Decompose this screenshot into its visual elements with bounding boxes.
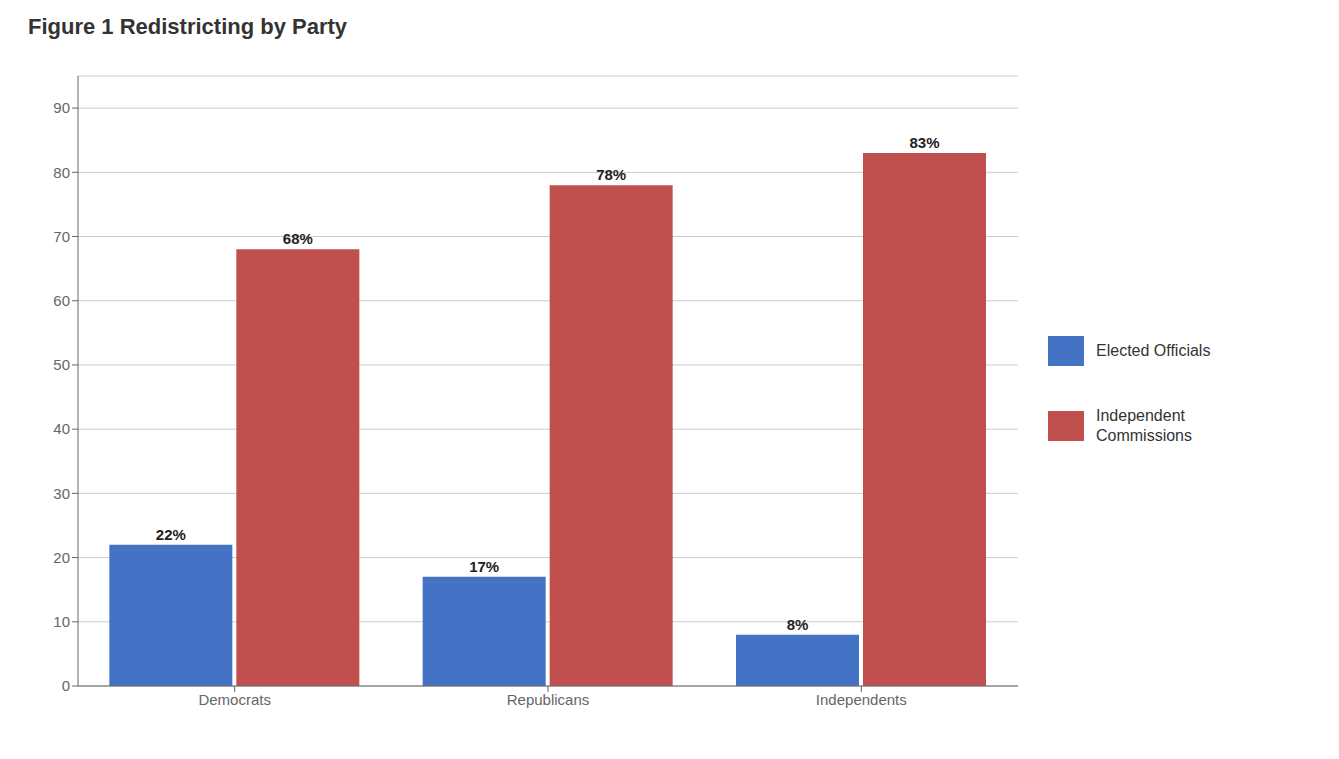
svg-text:Republicans: Republicans [507, 691, 590, 708]
svg-text:10: 10 [53, 613, 70, 630]
svg-text:78%: 78% [596, 166, 626, 183]
svg-text:17%: 17% [469, 558, 499, 575]
html-text:Figure 1 Redistricting by Part: Figure 1 Redistricting by Party [28, 14, 348, 39]
svg-text:Independents: Independents [816, 691, 907, 708]
svg-text:50: 50 [53, 356, 70, 373]
svg-text:0: 0 [62, 677, 70, 694]
svg-text:40: 40 [53, 420, 70, 437]
html-text:Commissions: Commissions [1096, 427, 1192, 444]
html-text:Elected Officials: Elected Officials [1096, 342, 1211, 359]
svg-text:90: 90 [53, 99, 70, 116]
svg-text:30: 30 [53, 485, 70, 502]
svg-text:68%: 68% [283, 230, 313, 247]
svg-text:8%: 8% [787, 616, 809, 633]
svg-text:22%: 22% [156, 526, 186, 543]
svg-text:70: 70 [53, 228, 70, 245]
svg-text:83%: 83% [909, 134, 939, 151]
svg-text:60: 60 [53, 292, 70, 309]
html-text:Independent: Independent [1096, 407, 1185, 424]
svg-text:Democrats: Democrats [198, 691, 271, 708]
svg-text:20: 20 [53, 549, 70, 566]
svg-text:80: 80 [53, 164, 70, 181]
